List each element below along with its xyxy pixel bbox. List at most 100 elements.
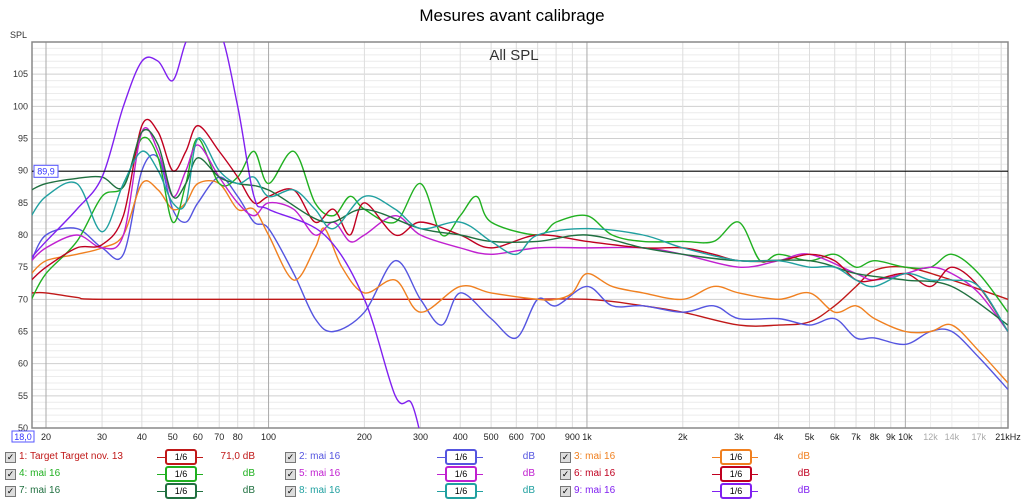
legend-item: ✓ 3: mai 16 1/6 dB	[560, 449, 830, 465]
x-tick-label: 1k	[582, 432, 592, 442]
filter-control[interactable]: 1/6	[157, 483, 203, 499]
x-tick-label: 900	[565, 432, 580, 442]
y-tick-label: 65	[18, 327, 28, 337]
x-tick-label: 21kHz	[995, 432, 1021, 442]
series-checkbox[interactable]: ✓	[560, 452, 571, 463]
series-label: 6: mai 16	[574, 468, 616, 479]
filter-control[interactable]: 1/6	[712, 483, 758, 499]
filter-control[interactable]: 1/6	[712, 466, 758, 482]
x-tick-label: 50	[168, 432, 178, 442]
x-tick-label: 7k	[851, 432, 861, 442]
series-level: dB	[242, 485, 255, 496]
y-tick-label: 70	[18, 294, 28, 304]
x-start-box	[11, 430, 35, 443]
x-tick-label: 70	[214, 432, 224, 442]
x-tick-label: 600	[509, 432, 524, 442]
series-level: dB	[797, 451, 810, 462]
x-tick-label: 80	[233, 432, 243, 442]
x-start-label: 18,0	[14, 432, 32, 442]
series-level: dB	[797, 468, 810, 479]
series-checkbox[interactable]: ✓	[285, 486, 296, 497]
y-tick-label: 90	[18, 166, 28, 176]
x-tick-label: 500	[484, 432, 499, 442]
filter-control[interactable]: 1/6	[157, 466, 203, 482]
smoothing-filter-button[interactable]: 1/6	[165, 466, 197, 482]
x-tick-label: 6k	[830, 432, 840, 442]
legend-item: ✓ 9: mai 16 1/6 dB	[560, 483, 830, 499]
series-checkbox[interactable]: ✓	[560, 486, 571, 497]
series-checkbox[interactable]: ✓	[560, 469, 571, 480]
series-line-8	[32, 137, 1008, 332]
smoothing-filter-button[interactable]: 1/6	[445, 483, 477, 499]
smoothing-filter-button[interactable]: 1/6	[165, 483, 197, 499]
series-line-3	[32, 180, 1008, 384]
x-tick-label: 2k	[678, 432, 688, 442]
x-tick-label: 300	[413, 432, 428, 442]
y-tick-label: 105	[13, 69, 28, 79]
series-checkbox[interactable]: ✓	[285, 469, 296, 480]
legend-item: ✓ 5: mai 16 1/6 dB	[285, 466, 555, 482]
y-tick-label: 50	[18, 423, 28, 433]
x-tick-label: 9k	[886, 432, 896, 442]
legend-item: ✓ 6: mai 16 1/6 dB	[560, 466, 830, 482]
x-tick-label: 60	[193, 432, 203, 442]
smoothing-filter-button[interactable]: 1/6	[720, 483, 752, 499]
x-tick-label: 8k	[870, 432, 880, 442]
series-checkbox[interactable]: ✓	[5, 452, 16, 463]
x-tick-label: 20	[41, 432, 51, 442]
series-checkbox[interactable]: ✓	[5, 469, 16, 480]
x-tick-label: 14k	[945, 432, 960, 442]
series-label: 9: mai 16	[574, 485, 616, 496]
legend-item: ✓ 2: mai 16 1/6 dB	[285, 449, 555, 465]
filter-control[interactable]: 1/6	[157, 449, 203, 465]
y-tick-label: 95	[18, 134, 28, 144]
x-tick-label: 12k	[923, 432, 938, 442]
x-tick-label: 40	[137, 432, 147, 442]
x-tick-label: 17k	[971, 432, 986, 442]
series-label: 5: mai 16	[299, 468, 341, 479]
series-checkbox[interactable]: ✓	[285, 452, 296, 463]
smoothing-filter-button[interactable]: 1/6	[445, 449, 477, 465]
smoothing-filter-button[interactable]: 1/6	[445, 466, 477, 482]
filter-control[interactable]: 1/6	[437, 449, 483, 465]
x-tick-label: 10k	[898, 432, 913, 442]
frequency-response-chart: 50 55 60 65 70 75 80 85 90 95 100 105 SPL 20 30 40 50 60 7…	[10, 30, 1021, 443]
series-line-1	[32, 265, 1008, 327]
x-tick-label: 3k	[734, 432, 744, 442]
series-label: 3: mai 16	[574, 451, 616, 462]
smoothing-filter-button[interactable]: 1/6	[165, 449, 197, 465]
chart-subtitle: All SPL	[489, 47, 538, 64]
series-label: 1: Target Target nov. 13	[19, 451, 123, 462]
series-label: 4: mai 16	[19, 468, 61, 479]
y-tick-label: 55	[18, 391, 28, 401]
x-tick-label: 400	[453, 432, 468, 442]
reference-value-box	[33, 164, 59, 178]
series-level: 71,0 dB	[220, 451, 255, 462]
x-tick-label: 5k	[805, 432, 815, 442]
x-tick-label: 4k	[774, 432, 784, 442]
filter-control[interactable]: 1/6	[437, 466, 483, 482]
legend-item: ✓ 8: mai 16 1/6 dB	[285, 483, 555, 499]
smoothing-filter-button[interactable]: 1/6	[720, 449, 752, 465]
filter-control[interactable]: 1/6	[712, 449, 758, 465]
y-tick-label: 85	[18, 198, 28, 208]
x-tick-label: 700	[530, 432, 545, 442]
x-tick-label: 30	[97, 432, 107, 442]
reference-value-label: 89,9	[37, 166, 55, 176]
legend-item: ✓ 1: Target Target nov. 13 1/6 71,0 dB	[5, 449, 275, 465]
chart-title: Mesures avant calibrage	[419, 6, 605, 25]
x-tick-label: 100	[261, 432, 276, 442]
series-level: dB	[522, 468, 535, 479]
series-label: 2: mai 16	[299, 451, 341, 462]
x-tick-label: 200	[357, 432, 372, 442]
series-level: dB	[522, 451, 535, 462]
series-label: 8: mai 16	[299, 485, 341, 496]
plot-border	[31, 41, 1009, 429]
series-checkbox[interactable]: ✓	[5, 486, 16, 497]
series-line-6	[32, 118, 1008, 332]
y-tick-label: 75	[18, 262, 28, 272]
legend-item: ✓ 7: mai 16 1/6 dB	[5, 483, 275, 499]
filter-control[interactable]: 1/6	[437, 483, 483, 499]
legend-item: ✓ 4: mai 16 1/6 dB	[5, 466, 275, 482]
smoothing-filter-button[interactable]: 1/6	[720, 466, 752, 482]
